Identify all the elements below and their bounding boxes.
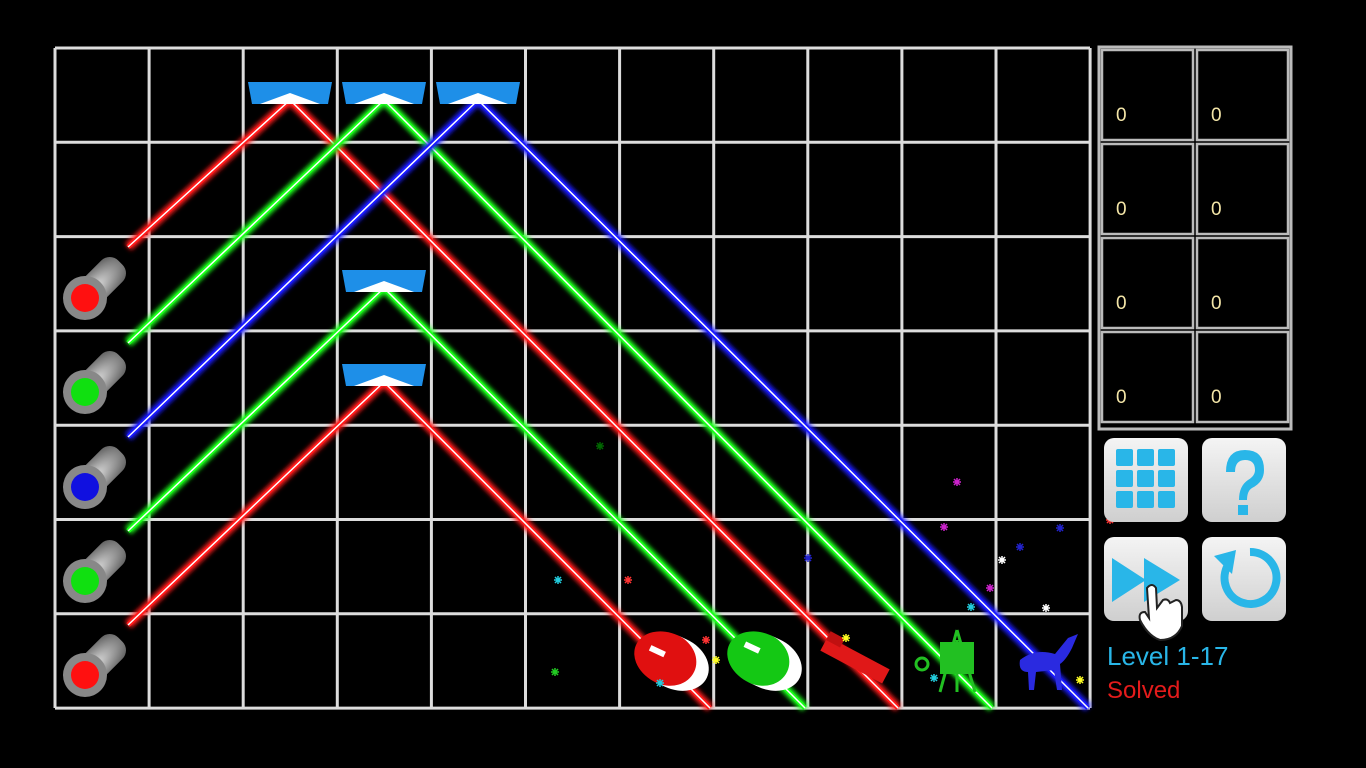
help-icon xyxy=(1226,450,1264,500)
fast-forward-icon xyxy=(1112,558,1180,602)
board-grid xyxy=(53,46,1092,710)
targets xyxy=(634,629,1078,693)
menu-icon-cell xyxy=(1137,491,1154,508)
red-ball-target xyxy=(634,631,709,691)
score-counter: 0 xyxy=(1116,293,1127,314)
beam xyxy=(126,284,807,710)
menu-icon-cell xyxy=(1158,470,1175,487)
menu-icon-cell xyxy=(1137,470,1154,487)
laser-beams xyxy=(124,93,1092,712)
score-cell xyxy=(1195,236,1290,330)
score-counter: 0 xyxy=(1116,105,1127,126)
status-label: Solved xyxy=(1107,677,1180,704)
mirror-shine xyxy=(354,375,414,386)
emitter xyxy=(63,351,126,414)
restart-button[interactable] xyxy=(1202,537,1286,621)
emitter xyxy=(63,446,126,509)
restart-icon xyxy=(1220,547,1281,608)
sparkles xyxy=(551,442,1114,687)
beam-glow xyxy=(124,93,1092,712)
emitter xyxy=(63,634,126,697)
sparkle xyxy=(1056,524,1064,532)
emitter-light xyxy=(71,567,99,595)
sparkle xyxy=(702,636,710,644)
score-counter: 0 xyxy=(1211,387,1222,408)
restart-arrow xyxy=(1214,550,1236,574)
mirrors xyxy=(248,82,520,386)
green-easel-target xyxy=(914,629,977,693)
help-button[interactable] xyxy=(1202,438,1286,522)
emitter-light xyxy=(71,473,99,501)
blue-unicorn-target xyxy=(1019,634,1078,690)
sparkle xyxy=(656,679,664,687)
score-cell xyxy=(1195,330,1290,424)
menu-icon-cell xyxy=(1158,491,1175,508)
score-counter: 0 xyxy=(1211,293,1222,314)
green-ball-target xyxy=(727,631,802,691)
sparkle xyxy=(804,554,812,562)
level-label: Level 1-17 xyxy=(1107,641,1228,671)
beam xyxy=(126,96,1090,710)
emitter xyxy=(63,257,126,320)
emitters xyxy=(63,257,126,697)
sparkle xyxy=(1042,604,1050,612)
sparkle xyxy=(1076,676,1084,684)
menu-icon xyxy=(1116,449,1175,508)
beam-core xyxy=(127,286,806,709)
sparkle xyxy=(1016,543,1024,551)
sparkle xyxy=(842,634,850,642)
sparkle xyxy=(596,442,604,450)
red-saw-target xyxy=(820,631,890,684)
score-cell xyxy=(1100,236,1195,330)
score-cell xyxy=(1195,48,1290,142)
score-counter: 0 xyxy=(1116,199,1127,220)
menu-icon-cell xyxy=(1116,470,1133,487)
score-counter: 0 xyxy=(1211,199,1222,220)
menu-icon-cell xyxy=(1116,491,1133,508)
sparkle xyxy=(953,478,961,486)
mirror-shine xyxy=(260,93,320,104)
menu-icon-cell xyxy=(1158,449,1175,466)
menu-button[interactable] xyxy=(1104,438,1188,522)
menu-icon-cell xyxy=(1137,449,1154,466)
score-panel: 0 0 0 0 0 0 0 0 xyxy=(1097,45,1293,431)
score-counter: 0 xyxy=(1116,387,1127,408)
beam-core xyxy=(127,98,1089,709)
score-cell xyxy=(1100,142,1195,236)
beam-glow xyxy=(124,281,809,712)
mirror-shine xyxy=(354,281,414,292)
panel-frame xyxy=(1097,45,1293,431)
score-cell xyxy=(1100,330,1195,424)
score-cell xyxy=(1195,142,1290,236)
sparkle xyxy=(712,656,720,664)
emitter xyxy=(63,540,126,603)
sparkle xyxy=(551,668,559,676)
emitter-light xyxy=(71,284,99,312)
mirror-shine xyxy=(354,93,414,104)
sparkle xyxy=(930,674,938,682)
emitter-light xyxy=(71,378,99,406)
sparkle xyxy=(940,523,948,531)
mirror-shine xyxy=(448,93,508,104)
score-cell xyxy=(1100,48,1195,142)
emitter-light xyxy=(71,661,99,689)
sparkle xyxy=(967,603,975,611)
sparkle xyxy=(986,584,994,592)
help-icon-dot xyxy=(1238,505,1248,515)
menu-icon-cell xyxy=(1116,449,1133,466)
score-counter: 0 xyxy=(1211,105,1222,126)
hand-cursor xyxy=(1138,584,1183,642)
sparkle xyxy=(554,576,562,584)
sparkle xyxy=(624,576,632,584)
sparkle xyxy=(998,556,1006,564)
